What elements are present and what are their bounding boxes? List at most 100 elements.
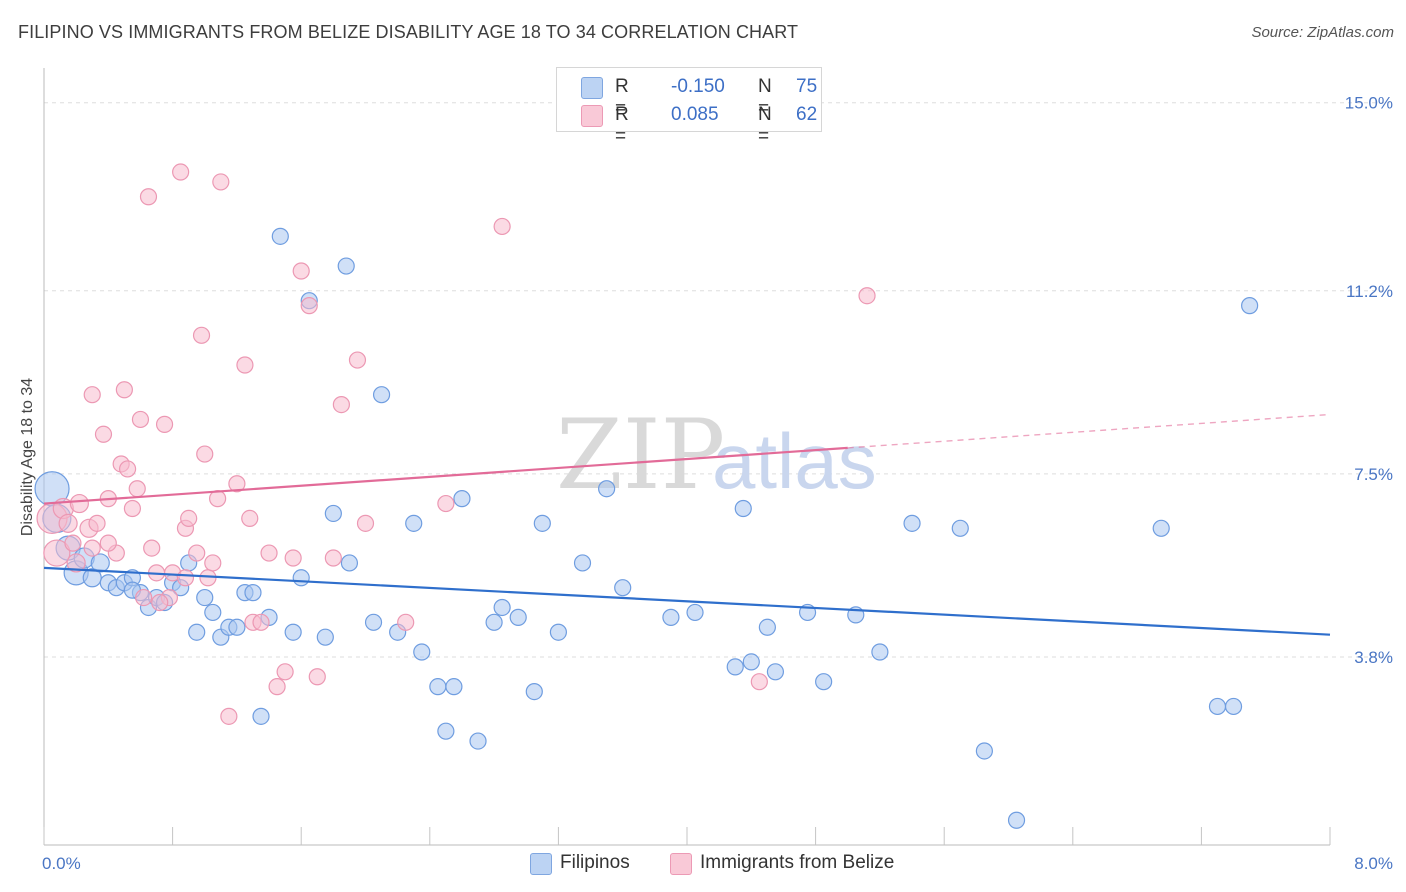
stats-legend: R = -0.150 N = 75 R = 0.085 N = 62	[556, 67, 822, 147]
y-tick-label: 15.0%	[1345, 94, 1393, 113]
belize-point	[123, 499, 142, 518]
filipinos-point	[437, 722, 455, 740]
belize-point	[260, 544, 278, 562]
belize-point	[308, 668, 326, 686]
filipinos-point	[485, 613, 503, 631]
belize-point	[212, 173, 230, 191]
filipinos-point	[284, 623, 302, 641]
filipinos-swatch	[581, 77, 603, 99]
x-tick-label-max: 8.0%	[1354, 854, 1393, 873]
belize-point	[241, 509, 259, 528]
trend-line-solid	[43, 566, 1331, 636]
r-value: -0.150	[671, 76, 725, 97]
filipinos-point	[903, 514, 921, 532]
y-tick-label: 3.8%	[1354, 648, 1393, 667]
belize-point	[493, 217, 511, 236]
filipinos-point	[372, 386, 391, 404]
x-tick-label-min: 0.0%	[42, 854, 81, 873]
filipinos-point	[766, 663, 785, 681]
belize-point	[135, 588, 153, 607]
filipinos-point	[975, 742, 993, 760]
filipinos-point	[469, 732, 487, 750]
filipinos-point	[871, 643, 889, 661]
series-filipinos-points	[34, 227, 1259, 829]
filipinos-point	[614, 579, 632, 597]
belize-point	[750, 673, 768, 691]
filipinos-point	[742, 653, 760, 671]
belize-point	[58, 513, 78, 533]
filipinos-point	[413, 643, 431, 661]
filipinos-point	[252, 707, 270, 725]
filipinos-point	[445, 678, 463, 696]
watermark: ZIP atlas	[556, 399, 877, 511]
filipinos-point	[228, 618, 246, 636]
filipinos-point	[429, 678, 447, 696]
belize-point	[83, 386, 101, 404]
n-value: 75	[796, 76, 818, 97]
filipinos-point	[549, 623, 568, 641]
belize-point	[66, 553, 86, 573]
filipinos-point	[82, 568, 102, 588]
filipinos-point	[204, 603, 222, 622]
belize-point	[180, 509, 198, 528]
belize-point	[143, 539, 161, 557]
filipinos-point	[405, 514, 423, 532]
filipinos-point	[316, 628, 334, 646]
belize-point	[284, 549, 302, 567]
belize-point	[204, 554, 222, 572]
belize-point	[268, 678, 286, 696]
filipinos-point	[509, 608, 527, 626]
belize-point	[192, 326, 211, 344]
filipinos-point	[271, 227, 289, 245]
filipinos-point	[244, 584, 262, 602]
belize-point	[236, 356, 254, 374]
chart-title: FILIPINO VS IMMIGRANTS FROM BELIZE DISAB…	[18, 22, 799, 42]
filipinos-point	[1152, 519, 1170, 537]
r-label: R =	[615, 104, 629, 147]
belize-point	[69, 493, 89, 514]
filipinos-point	[1224, 697, 1243, 716]
source-label: Source: ZipAtlas.com	[1251, 24, 1394, 41]
r-value: 0.085	[671, 104, 719, 125]
belize-point	[88, 514, 106, 532]
y-tick-label: 7.5%	[1354, 465, 1393, 484]
belize-point	[131, 410, 150, 429]
belize-point	[196, 445, 214, 463]
filipinos-point	[525, 682, 543, 701]
trend-line-dashed	[847, 413, 1331, 449]
belize-point	[83, 539, 101, 557]
n-label: N =	[758, 104, 772, 147]
belize-point	[118, 460, 137, 478]
belize-point	[128, 480, 146, 498]
belize-point	[228, 475, 246, 493]
filipinos-point	[292, 569, 310, 587]
filipinos-point	[364, 613, 383, 631]
filipinos-point	[1007, 811, 1026, 829]
filipinos-point	[324, 504, 342, 523]
belize-point	[397, 613, 415, 631]
belize-point	[858, 287, 876, 305]
filipinos-point	[573, 554, 592, 572]
filipinos-point	[90, 553, 110, 573]
filipinos-point	[815, 673, 833, 691]
filipinos-point	[734, 499, 752, 518]
y-axis-label: Disability Age 18 to 34	[19, 378, 36, 536]
belize-point	[64, 534, 82, 552]
filipinos-point	[1208, 697, 1227, 716]
belize-point	[332, 395, 350, 414]
filipinos-point	[662, 608, 680, 626]
belize-point	[176, 569, 195, 587]
belize-point	[172, 163, 190, 181]
legend-label: Immigrants from Belize	[700, 852, 895, 873]
filipinos-point	[453, 490, 471, 508]
tick-labels: 3.8% 7.5% 11.2% 15.0% 0.0% 8.0% Disability Age…	[19, 94, 1393, 873]
filipinos-point	[493, 598, 511, 617]
filipinos-point	[758, 618, 776, 636]
filipinos-point	[951, 519, 969, 537]
belize-swatch	[581, 105, 603, 127]
filipinos-point	[533, 514, 551, 532]
belize-point	[300, 297, 318, 315]
belize-point	[99, 534, 117, 552]
belize-point	[94, 425, 113, 443]
